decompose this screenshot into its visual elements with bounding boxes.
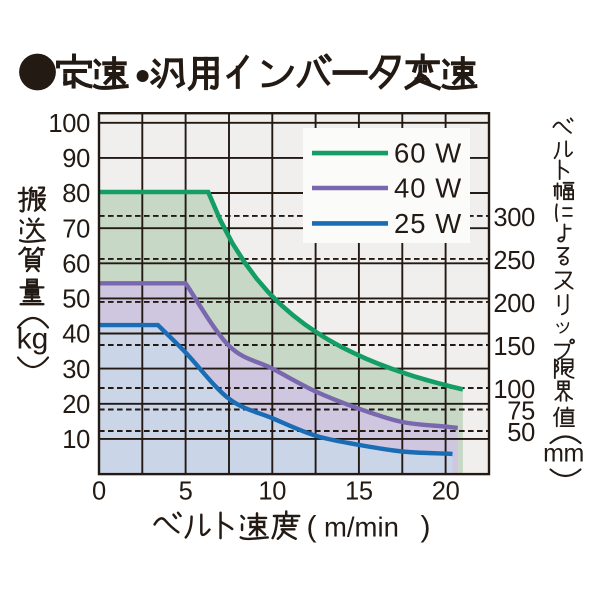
svg-text:10: 10 bbox=[62, 426, 90, 454]
svg-text:15: 15 bbox=[345, 478, 373, 506]
svg-text:250: 250 bbox=[493, 247, 535, 275]
svg-text:60 W: 60 W bbox=[394, 138, 462, 169]
svg-text:40: 40 bbox=[62, 321, 90, 349]
svg-text:m/min: m/min bbox=[324, 512, 399, 543]
svg-text:20: 20 bbox=[62, 391, 90, 419]
svg-text:): ) bbox=[421, 511, 431, 544]
svg-text:10: 10 bbox=[258, 478, 286, 506]
svg-text:75: 75 bbox=[507, 398, 535, 426]
svg-text:100: 100 bbox=[493, 376, 535, 404]
svg-text:50: 50 bbox=[507, 419, 535, 447]
svg-text:60: 60 bbox=[62, 251, 90, 279]
svg-text:0: 0 bbox=[92, 478, 106, 506]
svg-text:200: 200 bbox=[493, 290, 535, 318]
svg-text:20: 20 bbox=[432, 478, 460, 506]
svg-text:30: 30 bbox=[62, 356, 90, 384]
svg-text:70: 70 bbox=[62, 215, 90, 243]
svg-text:25 W: 25 W bbox=[394, 208, 462, 239]
svg-text:5: 5 bbox=[179, 478, 193, 506]
svg-text:mm: mm bbox=[543, 440, 584, 468]
svg-text:(: ( bbox=[307, 511, 317, 544]
svg-text:50: 50 bbox=[62, 286, 90, 314]
svg-text:90: 90 bbox=[62, 145, 90, 173]
svg-text:100: 100 bbox=[48, 110, 90, 138]
svg-text:300: 300 bbox=[493, 204, 535, 232]
svg-text:40 W: 40 W bbox=[394, 173, 462, 204]
svg-text:80: 80 bbox=[62, 180, 90, 208]
svg-text:kg: kg bbox=[17, 323, 49, 356]
svg-text:150: 150 bbox=[493, 333, 535, 361]
